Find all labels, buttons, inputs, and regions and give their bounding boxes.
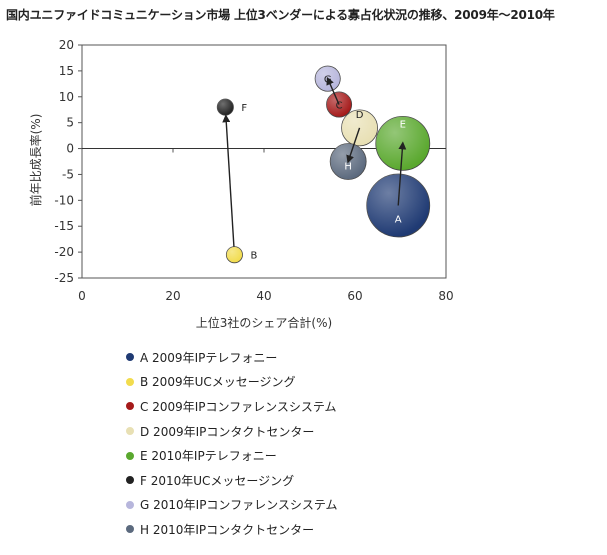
bubble-label-g: G [324, 75, 332, 86]
legend-swatch [126, 476, 134, 485]
y-tick-label: 5 [66, 116, 74, 130]
legend-swatch [126, 377, 134, 386]
y-tick-label: 20 [59, 38, 74, 52]
x-tick-label: 40 [256, 289, 271, 303]
y-tick-label: -20 [54, 245, 74, 259]
y-tick-label: -10 [54, 193, 74, 207]
bubble-label-e: E [400, 119, 406, 130]
y-tick-label: -15 [54, 219, 74, 233]
legend-swatch [126, 402, 134, 411]
legend-item: E 2010年IPテレフォニー [126, 443, 337, 468]
legend-label: D 2009年IPコンタクトセンター [140, 424, 315, 439]
trend-arrows [222, 76, 407, 247]
legend-label: A 2009年IPテレフォニー [140, 350, 278, 365]
chart-title: 国内ユニファイドコミュニケーション市場 上位3ベンダーによる寡占化状況の推移、2… [6, 8, 555, 22]
legend-item: G 2010年IPコンファレンスシステム [126, 493, 337, 518]
arrow-b-to-f [222, 114, 235, 247]
y-tick-label: 0 [66, 142, 74, 156]
legend-label: G 2010年IPコンファレンスシステム [140, 498, 338, 513]
y-axis: 20 15 10 5 0 -5 -10 -15 -20 -25 [54, 38, 82, 285]
legend-swatch [126, 353, 134, 362]
legend-item: B 2009年UCメッセージング [126, 370, 337, 395]
arrow-a-to-e [397, 141, 407, 206]
legend-swatch [126, 525, 134, 534]
legend-label: H 2010年IPコンタクトセンター [140, 522, 315, 537]
bubble-label-f: F [241, 103, 247, 114]
arrow-d-to-h [346, 127, 361, 164]
bubble-label-a: A [395, 215, 402, 226]
legend-item: D 2009年IPコンタクトセンター [126, 419, 337, 444]
legend-swatch [126, 500, 134, 509]
legend-label: B 2009年UCメッセージング [140, 375, 296, 390]
x-axis: 0 20 40 60 80 [78, 148, 454, 303]
legend-swatch [126, 427, 134, 436]
legend-item: A 2009年IPテレフォニー [126, 345, 337, 370]
bubble-label-d: D [356, 110, 364, 121]
legend-label: F 2010年UCメッセージング [140, 473, 295, 488]
bubble-highlight [226, 246, 243, 263]
y-tick-label: 15 [59, 64, 74, 78]
legend-swatch [126, 451, 134, 460]
y-tick-label: 10 [59, 90, 74, 104]
bubble-highlight [217, 99, 234, 116]
y-tick-label: -25 [54, 271, 74, 285]
bubble-label-b: B [251, 251, 258, 262]
x-tick-label: 80 [438, 289, 453, 303]
x-tick-label: 60 [347, 289, 362, 303]
legend-item: F 2010年UCメッセージング [126, 468, 337, 493]
arrow-c-to-g [326, 76, 340, 105]
legend: A 2009年IPテレフォニー B 2009年UCメッセージング C 2009年IP… [126, 345, 337, 542]
legend-item: C 2009年IPコンファレンスシステム [126, 394, 337, 419]
x-tick-label: 20 [165, 289, 180, 303]
y-tick-label: -5 [62, 167, 74, 181]
x-tick-label: 0 [78, 289, 86, 303]
legend-label: E 2010年IPテレフォニー [140, 449, 277, 464]
legend-label: C 2009年IPコンファレンスシステム [140, 399, 337, 414]
y-axis-label: 前年比成長率(%) [28, 114, 43, 207]
x-axis-label: 上位3社のシェア合計(%) [196, 315, 332, 330]
bubble-label-h: H [344, 162, 352, 173]
bubble-label-c: C [336, 101, 343, 112]
bubble-labels: A B C D E F G H [241, 75, 406, 262]
legend-item: H 2010年IPコンタクトセンター [126, 517, 337, 542]
